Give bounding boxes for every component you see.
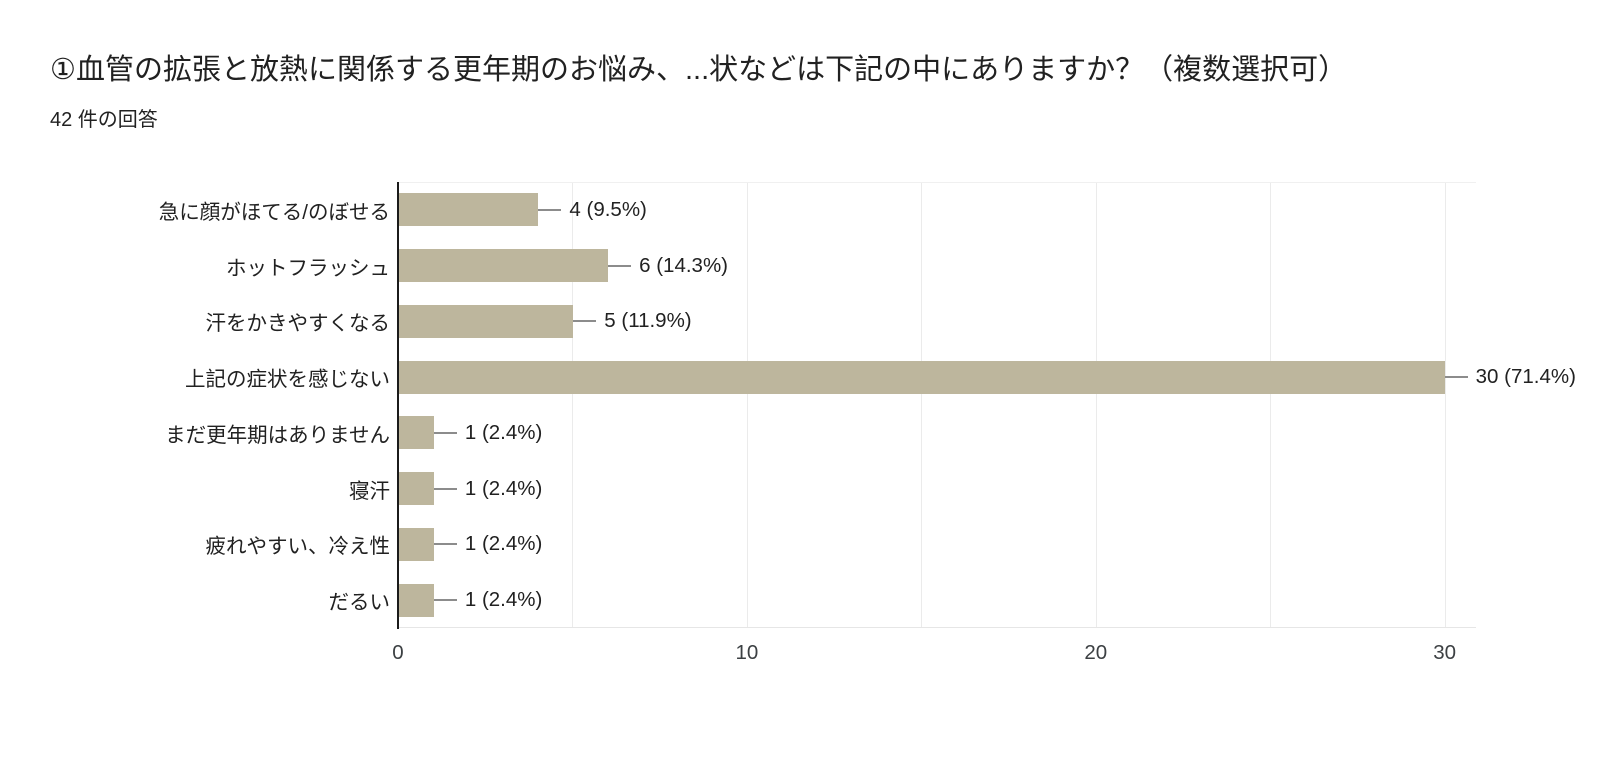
bar-row: 5 (11.9%) (399, 294, 1476, 350)
bar-row: 1 (2.4%) (399, 461, 1476, 517)
gridline (1095, 183, 1097, 627)
value-label: 5 (11.9%) (604, 309, 692, 333)
value-label: 6 (14.3%) (639, 253, 729, 277)
bar (399, 472, 434, 506)
bar-row: 4 (9.5%) (399, 182, 1476, 238)
chart-title: ①血管の拡張と放熱に関係する更年期のお悩み、...状などは下記の中にありますか？… (50, 54, 1348, 86)
value-label: 4 (9.5%) (569, 197, 647, 221)
bar (399, 249, 609, 283)
value-connector-line (608, 264, 632, 267)
bar-row: 1 (2.4%) (399, 517, 1476, 573)
gridline (1270, 183, 1272, 627)
category-label: 急に顔がほてる/のぼせる (158, 200, 390, 224)
category-label: 疲れやすい、冷え性 (205, 535, 391, 559)
value-label: 1 (2.4%) (464, 420, 543, 444)
bar (399, 416, 434, 450)
plot-area (398, 182, 1476, 628)
category-label: まだ更年期はありません (165, 423, 390, 447)
value-connector-line (538, 208, 562, 211)
value-label: 1 (2.4%) (464, 532, 543, 556)
bar-row: 30 (71.4%) (399, 349, 1576, 405)
gridline (572, 183, 574, 627)
category-labels-column: 急に顔がほてる/のぼせるホットフラッシュ汗をかきやすくなる上記の症状を感じないま… (0, 182, 390, 628)
category-label: 汗をかきやすくなる (205, 312, 391, 336)
bar-chart: 急に顔がほてる/のぼせるホットフラッシュ汗をかきやすくなる上記の症状を感じないま… (0, 182, 1600, 702)
value-connector-line (433, 431, 457, 434)
category-label: 上記の症状を感じない (185, 368, 390, 392)
bar-rows: 4 (9.5%) 6 (14.3%) 5 (11.9%) 30 (71.4%) 1 (2… (399, 182, 1576, 628)
value-label: 1 (2.4%) (464, 588, 543, 612)
gridline (921, 183, 923, 627)
x-axis: 0 10 20 30 (392, 628, 1476, 678)
value-label: 30 (71.4%) (1475, 365, 1576, 389)
value-connector-line (433, 487, 457, 490)
bar (399, 304, 574, 338)
value-connector-line (433, 543, 457, 546)
bar-row: 1 (2.4%) (399, 405, 1476, 461)
bar (399, 193, 539, 227)
x-axis-tick-label: 30 (1433, 641, 1456, 664)
value-label: 1 (2.4%) (464, 476, 543, 500)
bar-row: 6 (14.3%) (399, 238, 1476, 294)
value-connector-line (573, 320, 597, 323)
category-label: 寝汗 (349, 479, 390, 503)
bar (399, 360, 1445, 394)
category-label: だるい (328, 591, 391, 615)
response-count: 42 件の回答 (50, 109, 158, 131)
bar (399, 583, 434, 617)
x-axis-tick-label: 0 (392, 641, 404, 664)
gridline (1444, 183, 1446, 627)
bar-row: 1 (2.4%) (399, 572, 1476, 628)
category-label: ホットフラッシュ (226, 256, 390, 280)
gridline (746, 183, 748, 627)
x-axis-tick-label: 10 (735, 641, 759, 664)
value-connector-line (433, 599, 457, 602)
y-axis-line (397, 182, 399, 629)
value-connector-line (1444, 376, 1468, 379)
x-axis-tick-label: 20 (1084, 641, 1108, 664)
bar (399, 527, 434, 561)
